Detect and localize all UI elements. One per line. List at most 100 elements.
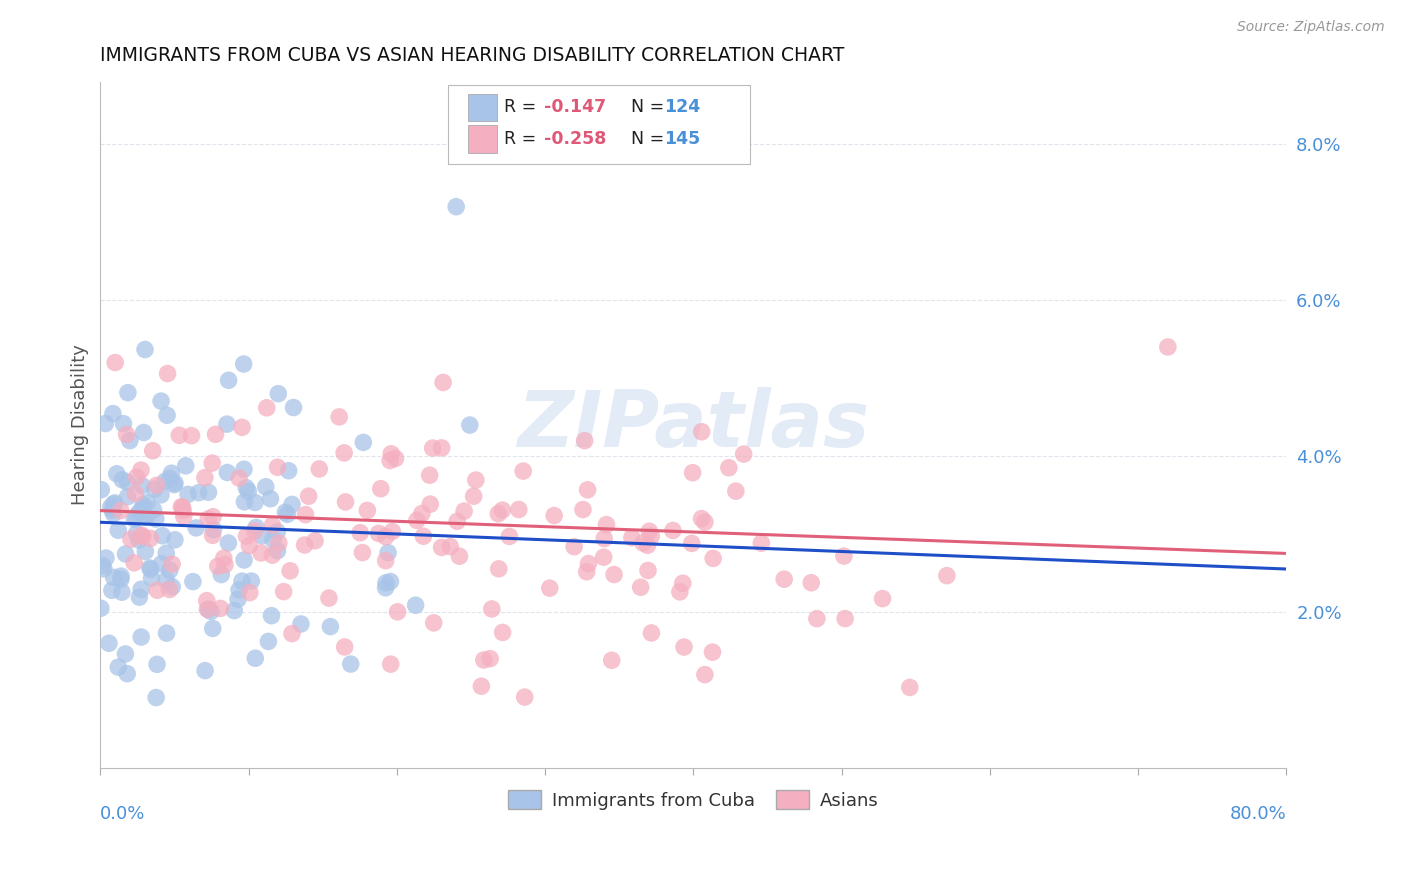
Asians bbox=[356, 503, 378, 517]
Immigrants from Cuba bbox=[290, 617, 312, 632]
Asians bbox=[384, 451, 406, 466]
Asians bbox=[115, 427, 138, 442]
Asians bbox=[294, 538, 316, 552]
Immigrants from Cuba bbox=[181, 574, 204, 589]
Asians bbox=[180, 428, 202, 442]
Immigrants from Cuba bbox=[274, 505, 297, 519]
Immigrants from Cuba bbox=[163, 477, 186, 491]
Asians bbox=[231, 420, 253, 434]
Immigrants from Cuba bbox=[444, 200, 467, 214]
Asians bbox=[209, 601, 232, 615]
Asians bbox=[335, 495, 357, 509]
Asians bbox=[491, 625, 513, 640]
Asians bbox=[160, 557, 183, 571]
Asians bbox=[298, 489, 321, 503]
Text: Source: ZipAtlas.com: Source: ZipAtlas.com bbox=[1237, 20, 1385, 34]
Immigrants from Cuba bbox=[110, 572, 132, 586]
Asians bbox=[832, 549, 855, 563]
Asians bbox=[194, 470, 217, 484]
Immigrants from Cuba bbox=[159, 471, 181, 485]
Asians bbox=[333, 446, 356, 460]
Asians bbox=[682, 466, 704, 480]
Immigrants from Cuba bbox=[132, 500, 155, 515]
Immigrants from Cuba bbox=[174, 458, 197, 473]
Immigrants from Cuba bbox=[93, 562, 115, 576]
Asians bbox=[333, 640, 356, 654]
Asians bbox=[239, 585, 262, 599]
Immigrants from Cuba bbox=[103, 497, 125, 511]
Asians bbox=[422, 615, 444, 630]
Asians bbox=[273, 584, 295, 599]
Asians bbox=[690, 425, 713, 439]
Asians bbox=[374, 530, 396, 544]
Asians bbox=[430, 541, 453, 555]
Asians bbox=[262, 518, 284, 533]
Asians bbox=[380, 447, 402, 461]
Asians bbox=[693, 667, 716, 681]
Asians bbox=[481, 602, 503, 616]
Immigrants from Cuba bbox=[458, 418, 481, 433]
Asians bbox=[681, 536, 703, 550]
Immigrants from Cuba bbox=[97, 636, 120, 650]
Asians bbox=[872, 591, 894, 606]
Immigrants from Cuba bbox=[380, 574, 402, 589]
Asians bbox=[662, 524, 685, 538]
Asians bbox=[212, 551, 235, 566]
Immigrants from Cuba bbox=[201, 622, 224, 636]
Immigrants from Cuba bbox=[231, 574, 253, 589]
Immigrants from Cuba bbox=[136, 496, 159, 510]
Immigrants from Cuba bbox=[155, 546, 177, 560]
Asians bbox=[110, 504, 132, 518]
Asians bbox=[406, 513, 429, 527]
Immigrants from Cuba bbox=[276, 508, 298, 522]
Asians bbox=[672, 640, 695, 654]
Asians bbox=[370, 482, 392, 496]
Immigrants from Cuba bbox=[226, 592, 249, 607]
Immigrants from Cuba bbox=[143, 482, 166, 496]
Immigrants from Cuba bbox=[91, 558, 114, 573]
Immigrants from Cuba bbox=[197, 602, 219, 616]
Immigrants from Cuba bbox=[94, 551, 117, 566]
Y-axis label: Hearing Disability: Hearing Disability bbox=[72, 344, 89, 505]
Immigrants from Cuba bbox=[134, 544, 156, 558]
Immigrants from Cuba bbox=[132, 498, 155, 512]
Asians bbox=[256, 401, 278, 415]
Asians bbox=[122, 556, 145, 570]
Asians bbox=[156, 367, 179, 381]
Immigrants from Cuba bbox=[163, 533, 186, 547]
Asians bbox=[238, 539, 260, 553]
Immigrants from Cuba bbox=[200, 604, 222, 618]
Asians bbox=[672, 576, 695, 591]
Asians bbox=[464, 473, 486, 487]
Immigrants from Cuba bbox=[107, 660, 129, 674]
Immigrants from Cuba bbox=[245, 651, 267, 665]
Immigrants from Cuba bbox=[266, 524, 288, 539]
Text: -0.147: -0.147 bbox=[544, 98, 606, 117]
Asians bbox=[538, 581, 561, 595]
Asians bbox=[593, 532, 616, 546]
Asians bbox=[367, 526, 389, 541]
Immigrants from Cuba bbox=[266, 543, 288, 558]
Asians bbox=[197, 512, 219, 526]
Immigrants from Cuba bbox=[129, 582, 152, 597]
Immigrants from Cuba bbox=[233, 495, 256, 509]
Asians bbox=[214, 558, 236, 572]
Text: ZIPatlas: ZIPatlas bbox=[517, 387, 869, 463]
Immigrants from Cuba bbox=[319, 619, 342, 633]
Immigrants from Cuba bbox=[150, 557, 173, 571]
Immigrants from Cuba bbox=[160, 467, 183, 481]
Immigrants from Cuba bbox=[215, 417, 238, 431]
Asians bbox=[733, 447, 755, 461]
Asians bbox=[576, 483, 599, 497]
Immigrants from Cuba bbox=[232, 357, 254, 371]
Asians bbox=[574, 434, 596, 448]
Immigrants from Cuba bbox=[233, 553, 256, 567]
Asians bbox=[572, 502, 595, 516]
Immigrants from Cuba bbox=[114, 547, 136, 561]
Asians bbox=[512, 464, 534, 478]
Asians bbox=[453, 504, 475, 518]
Asians bbox=[637, 538, 659, 552]
Asians bbox=[690, 511, 713, 525]
Asians bbox=[498, 529, 520, 543]
Legend: Immigrants from Cuba, Asians: Immigrants from Cuba, Asians bbox=[501, 783, 886, 817]
